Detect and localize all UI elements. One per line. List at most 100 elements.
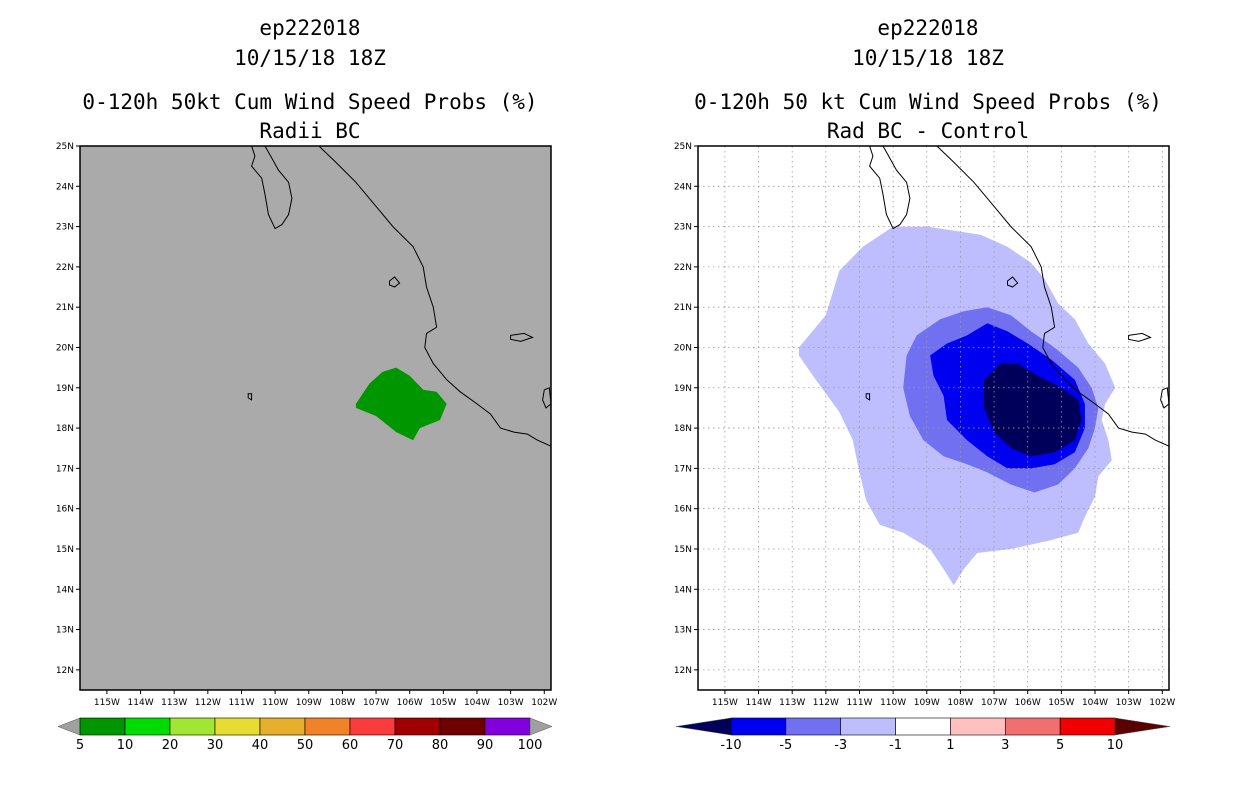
left-colorbar-swatch [259,717,306,736]
left-x-tick-label: 103W [498,698,524,708]
left-prob-5-10-region [355,367,447,441]
right-title-date: 10/15/18 18Z [852,46,1004,70]
left-y-tick-label: 17N [56,464,74,474]
left-plot-content [247,146,551,447]
right-y-tick-label: 13N [674,626,692,636]
right-colorbar-label: 10 [1107,738,1124,753]
right-title-product: 0-120h 50 kt Cum Wind Speed Probs (%) [694,90,1162,114]
right-colorbar-label: 5 [1056,738,1064,753]
right-title-storm: ep222018 [877,16,979,40]
right-colorbar-swatch [1004,717,1061,736]
right-y-tick-label: 14N [674,585,692,595]
left-island [389,276,401,288]
left-colorbar-under-triangle [57,717,81,736]
left-colorbar-label: 5 [76,738,84,753]
left-title-date: 10/15/18 18Z [234,46,386,70]
left-y-tick-label: 16N [56,505,74,515]
left-colorbar-label: 20 [162,738,179,753]
left-y-tick-label: 15N [56,545,74,555]
right-y-tick-label: 16N [674,505,692,515]
right-x-tick-label: 112W [813,698,839,708]
right-coastline [936,146,1169,447]
left-island [542,387,551,409]
left-title-variant: Radii BC [259,119,361,143]
left-colorbar-swatch [79,717,126,736]
left-colorbar-label: 100 [518,738,543,753]
left-x-tick-label: 105W [430,698,456,708]
left-x-tick-label: 111W [228,698,254,708]
right-island [865,393,871,401]
right-colorbar-label: 3 [1001,738,1009,753]
left-y-tick-label: 21N [56,303,74,313]
left-colorbar-label: 80 [432,738,449,753]
left-chart: 115W 114W 113W 112W 111W 110W 109W 108W 107W 106W… [56,142,558,753]
right-x-tick-label: 109W [914,698,940,708]
left-colorbar-label: 40 [252,738,269,753]
right-x-tick-label: 106W [1015,698,1041,708]
right-diff-below-minus10-region [984,363,1082,457]
left-x-tick-label: 102W [531,698,557,708]
left-title-storm: ep222018 [259,16,361,40]
left-colorbar-swatch [124,717,171,736]
left-x-tick-label: 108W [329,698,355,708]
right-colorbar-swatch [1059,717,1116,736]
right-colorbar-swatch [840,717,896,736]
left-colorbar-label: 30 [207,738,224,753]
right-colorbar-swatch [895,717,951,736]
right-x-tick-label: 104W [1082,698,1108,708]
left-x-tick-label: 112W [195,698,221,708]
right-colorbar-label: -3 [834,738,847,753]
left-y-tick-label: 24N [56,182,74,192]
right-y-tick-label: 20N [674,343,692,353]
left-island [247,393,253,401]
left-colorbar-label: 90 [477,738,494,753]
right-x-tick-label: 105W [1048,698,1074,708]
left-colorbar-swatch [349,717,396,736]
right-x-tick-label: 108W [947,698,973,708]
left-y-tick-label: 20N [56,343,74,353]
right-y-tick-label: 17N [674,464,692,474]
left-colorbar-label: 10 [117,738,134,753]
left-colorbar-swatch [169,717,216,736]
right-chart: 115W 114W 113W 112W 111W 110W 109W 108W 107W 106W… [674,142,1176,753]
right-colorbar-label: -10 [720,738,741,753]
right-y-tick-label: 24N [674,182,692,192]
left-colorbar-swatch [214,717,261,736]
right-x-tick-label: 107W [981,698,1007,708]
right-title-variant: Rad BC - Control [826,119,1030,143]
left-coastline [318,146,551,447]
right-x-tick-label: 111W [846,698,872,708]
left-island [510,332,534,342]
right-y-tick-label: 22N [674,263,692,273]
right-plot-frame [697,145,1170,691]
left-x-tick-label: 106W [397,698,423,708]
right-x-tick-label: 102W [1149,698,1175,708]
left-x-tick-label: 109W [296,698,322,708]
right-island [1160,387,1169,409]
right-island [1128,332,1152,342]
left-plot-frame [79,145,552,691]
right-colorbar-under-triangle [675,717,732,736]
left-y-tick-label: 23N [56,223,74,233]
left-colorbar-over-triangle [529,717,553,736]
right-colorbar-swatch [730,717,787,736]
left-x-tick-label: 114W [128,698,154,708]
right-y-tick-label: 25N [674,142,692,152]
left-x-tick-label: 104W [464,698,490,708]
right-colorbar-over-triangle [1114,717,1171,736]
left-y-tick-label: 12N [56,666,74,676]
left-x-tick-label: 115W [94,698,120,708]
left-y-tick-label: 18N [56,424,74,434]
left-title-product: 0-120h 50kt Cum Wind Speed Probs (%) [82,90,538,114]
left-colorbar-label: 70 [387,738,404,753]
left-coastline [251,146,293,230]
left-x-tick-label: 107W [363,698,389,708]
left-y-tick-label: 22N [56,263,74,273]
right-y-tick-label: 23N [674,223,692,233]
right-colorbar-swatch [950,717,1006,736]
right-x-tick-label: 114W [746,698,772,708]
right-y-tick-label: 15N [674,545,692,555]
left-colorbar-label: 50 [297,738,314,753]
left-colorbar-swatch [394,717,441,736]
